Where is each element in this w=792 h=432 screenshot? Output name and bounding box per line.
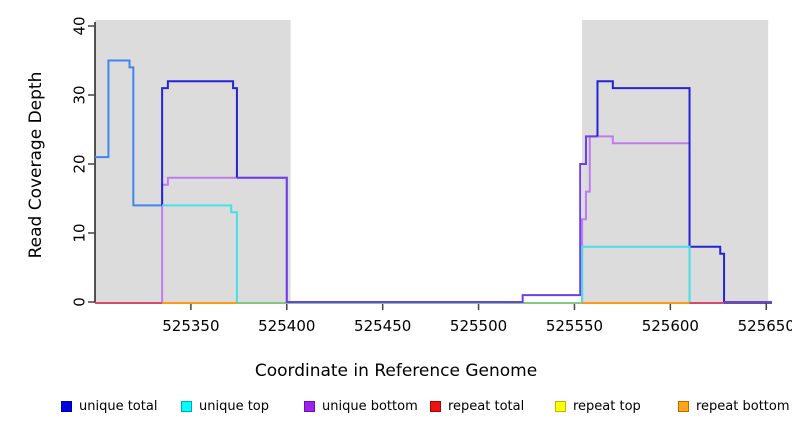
legend-label: unique top xyxy=(199,398,270,414)
legend-label: repeat top xyxy=(573,398,641,414)
shaded-region-1 xyxy=(95,20,291,302)
y-tick-label: 40 xyxy=(71,16,89,35)
legend-swatch-repeat-bottom xyxy=(678,400,689,412)
x-axis-title: Coordinate in Reference Genome xyxy=(254,361,538,381)
legend-swatch-repeat-top xyxy=(555,400,566,412)
legend-label: unique total xyxy=(79,398,158,414)
series-line-unique-total xyxy=(236,135,598,303)
series-line-unique-top xyxy=(162,204,238,302)
x-tick-label: 525600 xyxy=(642,317,699,335)
series-line-unique-total xyxy=(95,59,163,207)
legend-swatch-repeat-total xyxy=(430,400,441,412)
x-tick-label: 525550 xyxy=(546,317,603,335)
legend-item-unique-total: unique total xyxy=(61,397,157,415)
series-line-unique-top xyxy=(581,245,691,302)
y-tick-label: 30 xyxy=(71,85,89,104)
legend-item-repeat-total: repeat total xyxy=(430,397,524,415)
legend-item-repeat-bottom: repeat bottom xyxy=(678,397,790,415)
x-tick-label: 525400 xyxy=(258,317,315,335)
x-tick-label: 525450 xyxy=(354,317,411,335)
legend-label: repeat total xyxy=(448,398,525,414)
x-tick-label: 525650 xyxy=(738,317,792,335)
legend-swatch-unique-top xyxy=(181,400,192,412)
legend-label: unique bottom xyxy=(322,398,418,414)
legend-swatch-unique-bottom xyxy=(304,400,315,412)
y-tick-label: 20 xyxy=(71,154,89,173)
series-line-unique-bottom xyxy=(581,135,691,302)
series-line-unique-total xyxy=(161,80,238,206)
legend: unique total unique top unique bottom repea… xyxy=(0,397,792,417)
legend-item-unique-top: unique top xyxy=(181,397,269,415)
y-tick-label: 10 xyxy=(71,223,89,242)
series-line-unique-total xyxy=(596,80,726,302)
x-tick-label: 525350 xyxy=(162,317,219,335)
legend-item-unique-bottom: unique bottom xyxy=(304,397,418,415)
legend-label: repeat bottom xyxy=(696,398,790,414)
y-axis-title: Read Coverage Depth xyxy=(26,71,46,259)
legend-item-repeat-top: repeat top xyxy=(555,397,641,415)
y-tick-label: 0 xyxy=(71,297,89,307)
shaded-region-2 xyxy=(582,20,769,302)
x-tick-label: 525500 xyxy=(450,317,507,335)
legend-swatch-unique-total xyxy=(61,400,72,412)
